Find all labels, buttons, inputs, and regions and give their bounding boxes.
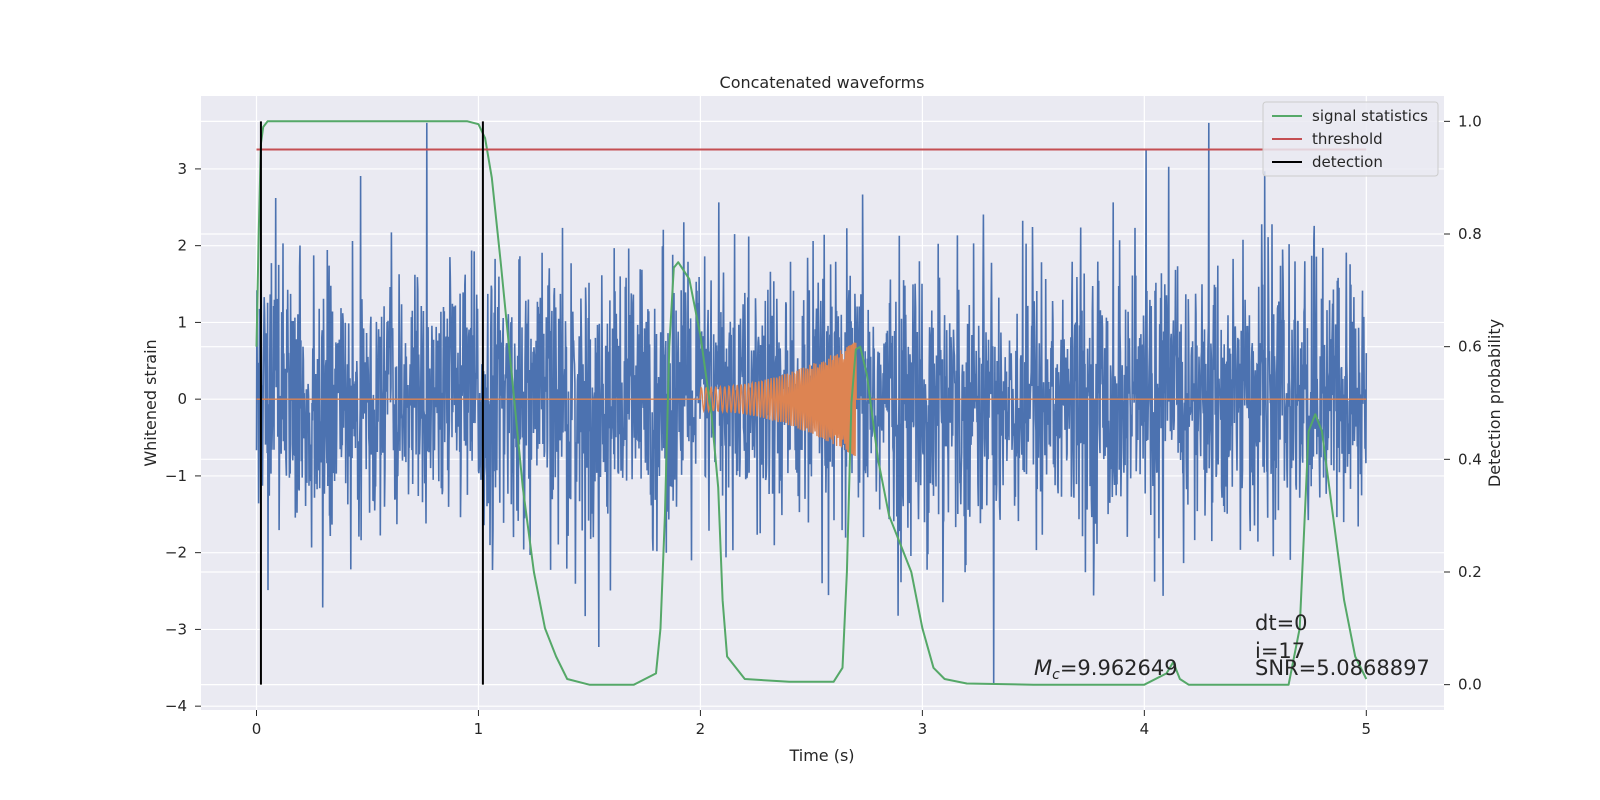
y-tick-label-left: −4: [165, 697, 187, 715]
dt-annotation: dt=0: [1255, 611, 1308, 635]
legend-box: [1262, 101, 1439, 177]
chart-title: Concatenated waveforms: [720, 73, 925, 92]
y-tick-label-left: 3: [177, 160, 187, 178]
y-tick-label-left: 1: [177, 313, 187, 331]
x-tick-label: 3: [918, 720, 928, 738]
x-tick-label: 5: [1362, 720, 1372, 738]
snr-annotation: SNR=5.0868897: [1255, 656, 1430, 680]
y-tick-label-right: 0.2: [1458, 563, 1482, 581]
signal-statistics-line: [255, 120, 1368, 686]
y-tick-label-right: 1.0: [1458, 112, 1482, 130]
y-tick-label-left: −2: [165, 544, 187, 562]
y-tick-label-left: −1: [165, 467, 187, 485]
strain-series: [255, 122, 1368, 684]
legend-label: threshold: [1312, 130, 1383, 148]
x-axis-label: Time (s): [788, 746, 854, 765]
ticks: 0 1 2 3 4 5 3 2 1 0 −1 −2 −3 −4 1.0 0.8 0.6 0.4 0.2 0.0: [165, 112, 1482, 738]
index-annotation: i=17: [1255, 639, 1305, 663]
y-tick-label-left: 2: [177, 237, 187, 255]
strain-line: [255, 122, 1368, 684]
x-tick-label: 2: [696, 720, 706, 738]
chirp-mass-annotation: Mc=9.962649: [1034, 656, 1178, 683]
template-line: [256, 342, 1367, 457]
x-tick-label: 1: [474, 720, 484, 738]
y-tick-label-right: 0.0: [1458, 676, 1482, 694]
svg-text:Mc=9.962649: Mc=9.962649: [1034, 656, 1178, 683]
y-axis-label-right: Detection probability: [1485, 319, 1504, 487]
legend: signal statistics threshold detection: [1262, 101, 1439, 177]
right-axis-series: [255, 120, 1368, 686]
y-tick-label-right: 0.8: [1458, 225, 1482, 243]
y-tick-label-right: 0.4: [1458, 450, 1482, 468]
y-axis-label-left: Whitened strain: [141, 339, 160, 466]
y-tick-label-right: 0.6: [1458, 338, 1482, 356]
y-tick-label-left: −3: [165, 620, 187, 638]
template-series: [256, 342, 1367, 457]
legend-label: detection: [1312, 153, 1383, 171]
legend-label: signal statistics: [1312, 107, 1428, 125]
x-tick-label: 4: [1140, 720, 1150, 738]
x-tick-label: 0: [252, 720, 262, 738]
y-tick-label-left: 0: [177, 390, 187, 408]
